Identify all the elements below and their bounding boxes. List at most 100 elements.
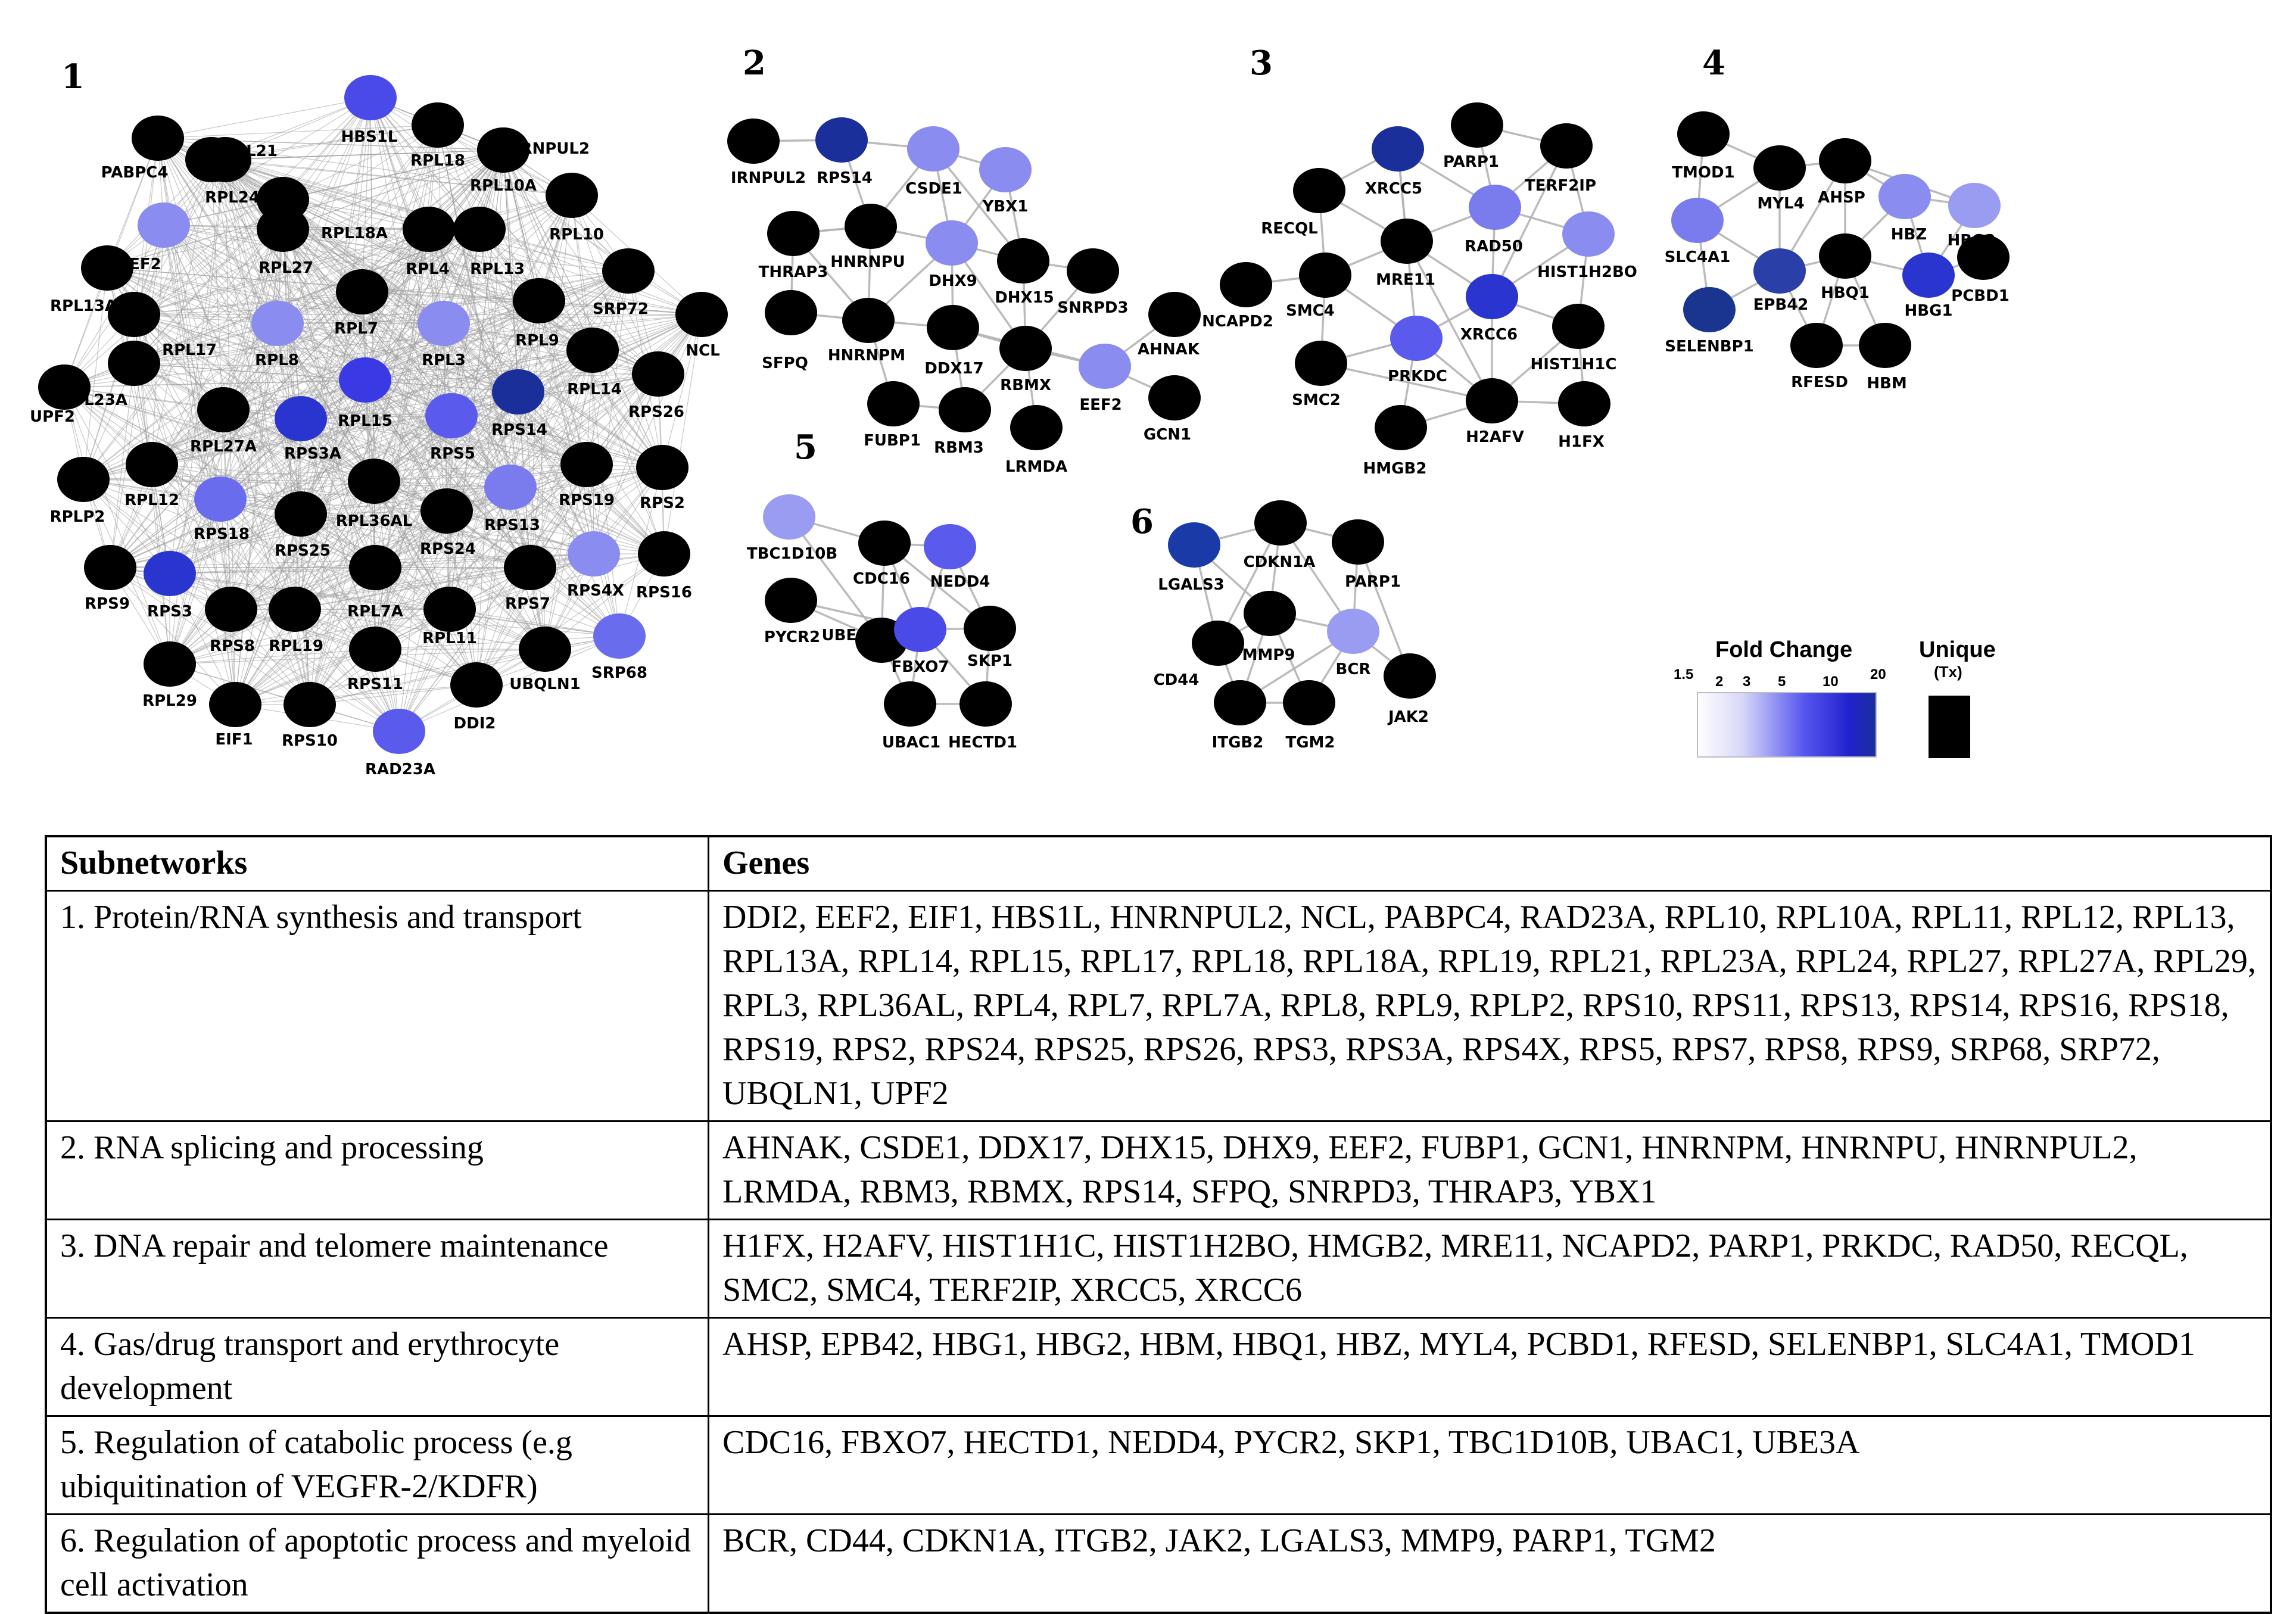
network-edge: [300, 291, 363, 419]
network-edge: [64, 314, 702, 388]
network-edge: [110, 409, 224, 568]
gene-label: HIST1H1C: [1531, 356, 1617, 373]
table-row: 4. Gas/drug transport and erythrocyte de…: [45, 1317, 2272, 1417]
legend-tick: 1.5: [1674, 666, 1693, 683]
network-edge: [428, 229, 663, 468]
gene-node: [1948, 183, 2001, 228]
network-edge: [529, 467, 663, 568]
network-edge: [223, 409, 295, 610]
network-edge: [107, 267, 477, 686]
network-edge: [375, 487, 511, 650]
network-edge: [571, 195, 663, 468]
table-row: 3. DNA repair and telomere maintenance H…: [45, 1219, 2272, 1319]
gene-label: RPL13: [470, 260, 525, 278]
network-edge: [110, 567, 295, 610]
gene-label: FUBP1: [864, 432, 921, 450]
network-edge: [309, 481, 375, 705]
network-edge: [169, 379, 366, 665]
gene-node: [108, 292, 160, 337]
network-edge: [370, 97, 663, 468]
gene-label: RAD50: [1465, 238, 1523, 256]
gene-label: TGM2: [1285, 734, 1335, 752]
network-edge: [169, 199, 284, 574]
network-nodes: HBS1LHNRNPUL2PABPC4RPL21RPL18RPL10ARPL24…: [30, 75, 2010, 778]
gene-label: RPL7A: [347, 603, 403, 621]
gene-node: [675, 292, 728, 337]
network-edge: [370, 97, 665, 554]
gene-node: [1957, 235, 2010, 280]
network-edge: [133, 229, 284, 315]
network-edge: [230, 270, 629, 610]
network-edge: [211, 159, 429, 230]
network-edge: [220, 498, 310, 705]
subnetwork-table: Subnetworks Genes 1. Protein/RNA synthes…: [45, 835, 2272, 1614]
gene-label: UBE3A: [822, 627, 880, 644]
gene-node: [979, 147, 1032, 192]
gene-label: HIST1H2BO: [1537, 263, 1637, 281]
gene-label: H2AFV: [1466, 428, 1524, 446]
network-edge: [373, 464, 587, 482]
gene-node: [1753, 248, 1806, 294]
network-edge: [107, 229, 284, 269]
gene-node: [1254, 500, 1307, 546]
network-edge: [277, 323, 511, 488]
network-number: 4: [1702, 43, 1725, 83]
gene-node: [1753, 145, 1806, 191]
network-edge: [169, 649, 376, 665]
gene-label: HNRNPM: [828, 347, 905, 364]
network-edge: [133, 291, 363, 315]
gene-label: TBC1D10B: [747, 545, 837, 563]
gene-label: RPS5: [430, 445, 475, 463]
network-edge: [225, 97, 371, 160]
gene-node: [423, 587, 476, 632]
network-edge: [503, 149, 519, 392]
gene-label: SRP72: [593, 300, 649, 318]
network-edge: [163, 225, 540, 301]
gene-node: [492, 369, 544, 415]
gene-node: [144, 641, 196, 687]
gene-node: [1819, 233, 1871, 279]
gene-node: [1790, 323, 1843, 368]
network-edge: [133, 314, 519, 392]
network-edge: [476, 391, 519, 686]
gene-label: MMP9: [1242, 646, 1295, 664]
gene-label: RPS9: [85, 595, 130, 613]
network-edge: [373, 481, 594, 554]
network-edge: [398, 635, 620, 732]
network-edge: [443, 323, 659, 375]
fold-change-gradient-bar: [1697, 692, 1877, 758]
gene-node: [568, 531, 620, 577]
gene-node: [1859, 323, 1911, 368]
network-edge: [169, 573, 236, 705]
network-edge: [375, 553, 594, 568]
gene-label: XRCC6: [1460, 326, 1518, 344]
network-edge: [300, 418, 531, 568]
network-edge: [223, 409, 452, 416]
gene-label: CDC16: [853, 570, 910, 588]
gene-node: [1327, 609, 1379, 654]
gene-label: SNRPD3: [1057, 299, 1128, 317]
gene-node: [57, 457, 110, 502]
gene-label: RPL15: [338, 412, 392, 430]
network-edge: [451, 415, 663, 468]
gene-label: RPL18: [410, 152, 465, 170]
network-edge: [479, 229, 702, 315]
gene-label: RPL10: [549, 226, 604, 244]
gene-label: RPL11: [422, 630, 477, 647]
network-edge: [451, 415, 665, 554]
gene-label: RPS3A: [284, 445, 341, 463]
gene-node: [1079, 344, 1131, 389]
gene-label: RPS11: [347, 675, 403, 693]
network-edge: [300, 350, 593, 419]
network-edge: [83, 418, 301, 480]
gene-label: RPL7: [334, 320, 378, 338]
gene-label: AHNAK: [1138, 341, 1200, 359]
subnetwork-cell: 4. Gas/drug transport and erythrocyte de…: [45, 1317, 709, 1417]
gene-node: [209, 682, 261, 727]
network-edge: [133, 229, 429, 364]
gene-label: RPS3: [147, 603, 192, 621]
header-genes: Genes: [708, 835, 2272, 892]
network-edge: [309, 684, 477, 705]
network-edge: [220, 498, 376, 650]
network-number: 3: [1250, 43, 1273, 83]
